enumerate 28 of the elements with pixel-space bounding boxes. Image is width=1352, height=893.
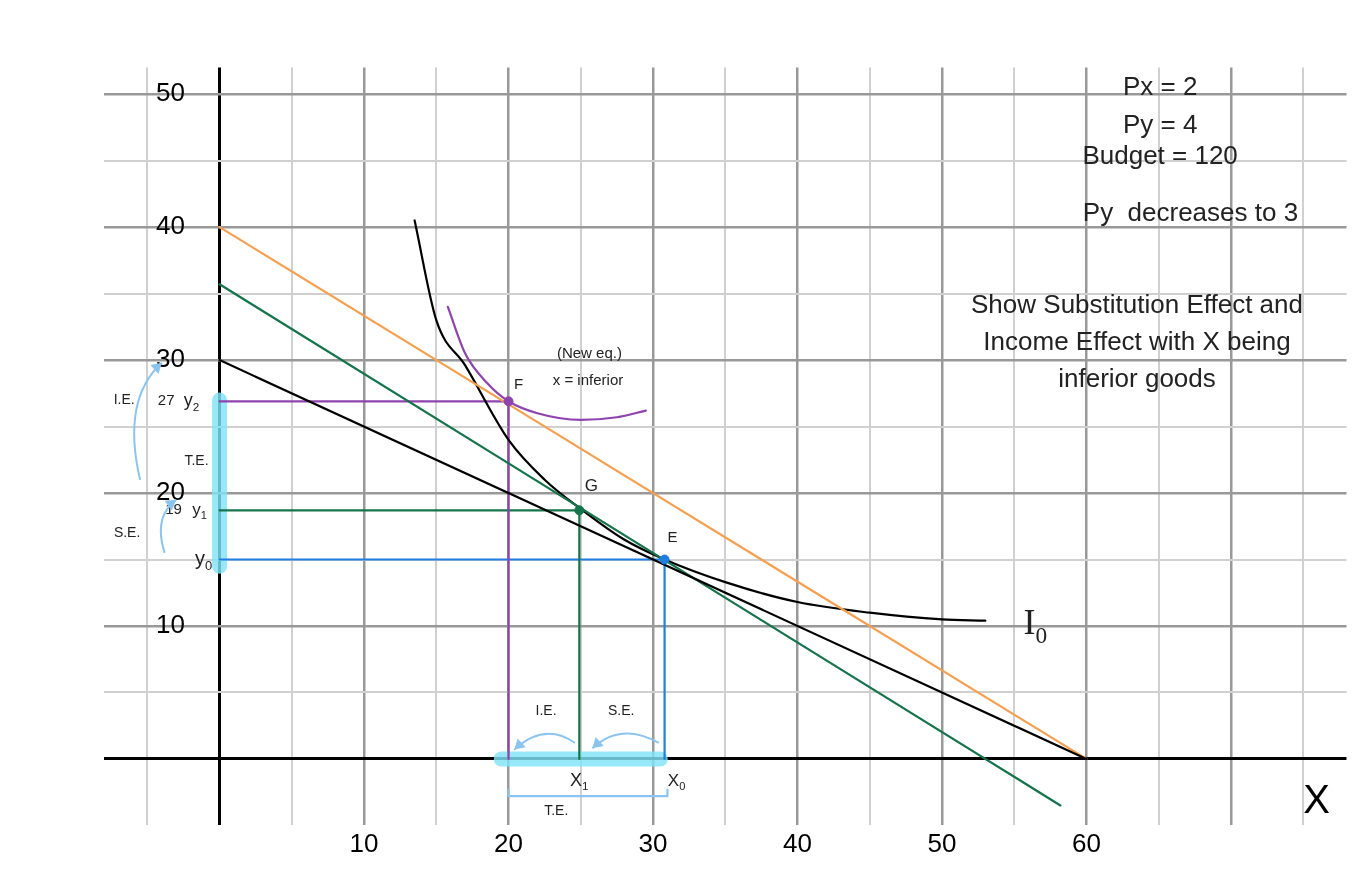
x-tick-label: 30 [638,828,668,859]
annotation: T.E. [544,801,569,818]
x-axis-title: X [1303,776,1330,821]
x-tick-label: 40 [783,828,812,859]
annotation: Show Substitution Effect and Income Effect with X being inferior goods [971,289,1303,393]
x-tick-label: 50 [927,828,957,859]
annotation: Py decreases to 3 [1082,197,1299,228]
annotation: 27 [157,391,175,409]
annotation: Budget = 120 [1082,139,1238,170]
annotation: x = inferior [552,371,624,389]
annotation: T.E. [184,451,209,468]
annotation: I.E. [113,390,135,407]
x-tick-label: 20 [494,828,523,859]
y-tick-label: 10 [156,609,185,640]
annotation: G [584,476,598,495]
annotation: Px = 2 [1122,70,1198,101]
x-tick-label: 10 [349,828,379,859]
y-tick-label: 30 [156,343,185,374]
annotation: (New eq.) [556,343,622,361]
annotation: Py = 4 [1122,109,1198,140]
y-tick-label: 50 [156,77,185,108]
y-tick-label: 40 [156,210,185,241]
annotation: F [513,375,524,393]
x-tick-label: 60 [1071,828,1101,859]
annotation: S.E. [113,523,141,540]
annotation: E [667,527,678,545]
annotation: I.E. [535,701,557,718]
annotation: S.E. [608,701,635,718]
